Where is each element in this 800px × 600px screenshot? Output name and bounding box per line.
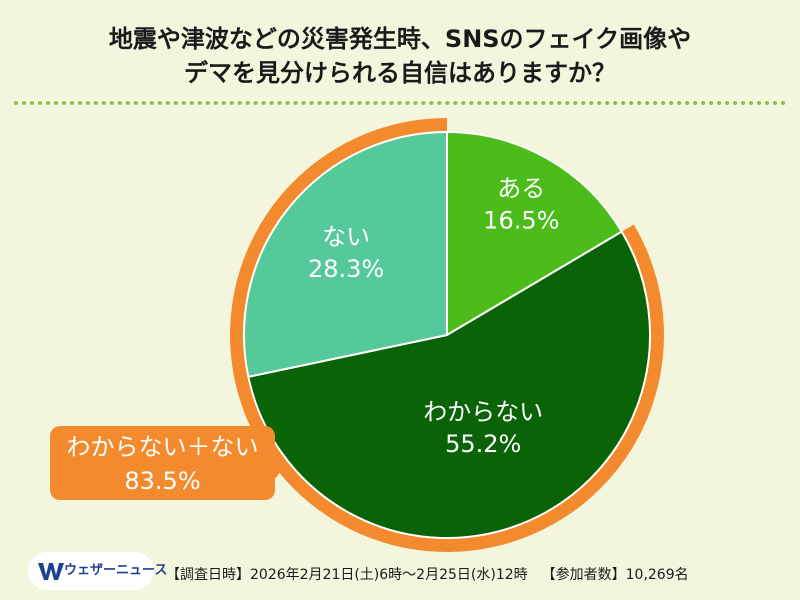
combined-callout-value: 83.5% — [124, 467, 201, 495]
survey-period: 【調査日時】2026年2月21日(土)6時〜2月25日(水)12時 — [166, 567, 528, 583]
slice-wakaranai-value: 55.2% — [445, 430, 521, 458]
survey-participants: 【参加者数】10,269名 — [541, 567, 689, 583]
slice-nai-value: 28.3% — [308, 255, 384, 283]
slice-nai-label: ない — [322, 223, 370, 251]
weathernews-logo-text: ウェザーニュース — [64, 563, 168, 578]
slice-nai — [243, 131, 448, 378]
title-divider — [14, 101, 786, 105]
chart-title-line-1: 地震や津波などの災害発生時、SNSのフェイク画像や — [108, 25, 692, 53]
combined-callout-box — [50, 426, 275, 500]
weathernews-logo-icon — [38, 563, 64, 580]
slice-aru-value: 16.5% — [483, 207, 559, 235]
chart-title-line-2: デマを見分けられる自信はありますか？ — [184, 59, 616, 87]
slice-aru-label: ある — [497, 175, 545, 203]
slice-aru — [446, 131, 623, 336]
combined-callout-label: わからない＋ない — [66, 433, 259, 461]
chart-title: 地震や津波などの災害発生時、SNSのフェイク画像や デマを見分けられる自信はあり… — [0, 22, 800, 90]
slice-wakaranai-label: わからない — [423, 398, 543, 426]
survey-footer: 【調査日時】2026年2月21日(土)6時〜2月25日(水)12時 【参加者数】1… — [166, 566, 689, 584]
slice-wakaranai — [247, 230, 651, 539]
